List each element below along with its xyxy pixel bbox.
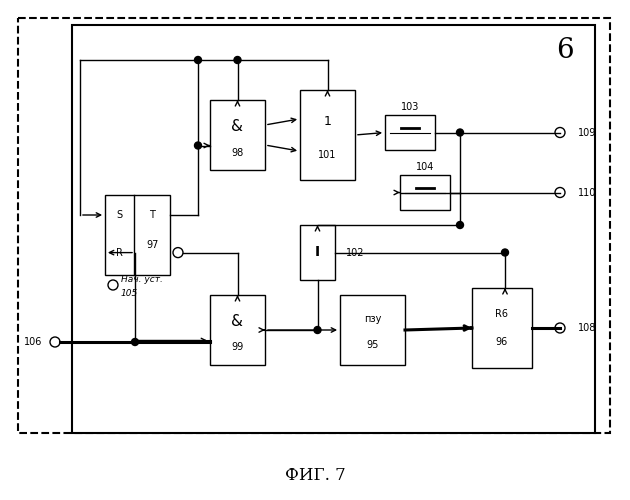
Bar	[472, 288, 532, 368]
Text: 99: 99	[231, 342, 244, 352]
Text: 109: 109	[578, 128, 597, 138]
Bar	[340, 295, 405, 365]
Bar	[18, 18, 610, 433]
Bar	[385, 115, 435, 150]
Text: S: S	[117, 210, 122, 220]
Text: &: &	[231, 314, 244, 329]
Text: Нач. уст.: Нач. уст.	[121, 274, 163, 283]
Bar	[300, 225, 335, 280]
Bar	[210, 100, 265, 170]
Circle shape	[457, 222, 464, 228]
Text: 108: 108	[578, 323, 597, 333]
Bar	[210, 295, 265, 365]
Circle shape	[457, 129, 464, 136]
Text: R: R	[116, 248, 123, 258]
Text: R6: R6	[496, 308, 508, 318]
Text: 106: 106	[24, 337, 42, 347]
Text: 98: 98	[231, 148, 244, 158]
Text: 101: 101	[318, 150, 336, 160]
Text: ФИГ. 7: ФИГ. 7	[285, 466, 345, 483]
Circle shape	[501, 249, 508, 256]
Circle shape	[314, 326, 321, 334]
Text: 95: 95	[366, 340, 379, 350]
Text: 110: 110	[578, 188, 597, 198]
Text: 102: 102	[346, 248, 364, 258]
Text: пзу: пзу	[364, 314, 381, 324]
Circle shape	[132, 338, 139, 345]
Text: 6: 6	[556, 36, 574, 64]
Circle shape	[195, 142, 202, 149]
Bar	[105, 195, 170, 275]
Bar	[300, 90, 355, 180]
Text: 97: 97	[146, 240, 159, 250]
Text: 103: 103	[401, 102, 419, 112]
Text: 105: 105	[121, 288, 138, 298]
Text: &: &	[231, 119, 244, 134]
Text: 1: 1	[324, 115, 331, 128]
Text: 104: 104	[416, 162, 434, 172]
Text: T: T	[149, 210, 156, 220]
Circle shape	[195, 56, 202, 64]
Bar	[72, 25, 595, 433]
Bar	[400, 175, 450, 210]
Text: 96: 96	[496, 338, 508, 347]
Text: I: I	[315, 246, 320, 260]
Circle shape	[234, 56, 241, 64]
